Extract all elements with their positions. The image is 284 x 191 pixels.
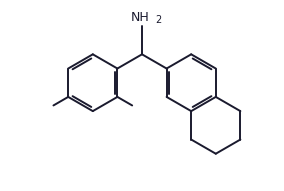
Text: NH: NH [131, 11, 150, 24]
Text: 2: 2 [155, 15, 161, 25]
